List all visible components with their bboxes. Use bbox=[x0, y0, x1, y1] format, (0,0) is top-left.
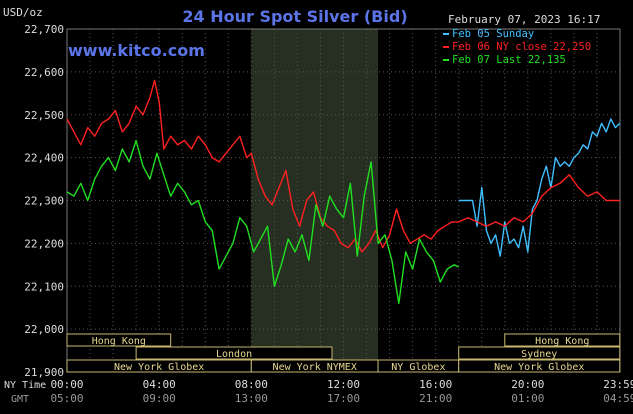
market-session-label: London bbox=[216, 349, 252, 360]
chart-title: 24 Hour Spot Silver (Bid) bbox=[182, 7, 407, 26]
y-tick-label: 22,400 bbox=[24, 152, 64, 165]
legend-entry: Feb 05 Sunday bbox=[452, 28, 534, 40]
x-tick-label-ny: 16:00 bbox=[419, 378, 452, 391]
market-session-label: Hong Kong bbox=[92, 336, 146, 347]
market-session-label: Hong Kong bbox=[535, 336, 589, 347]
y-axis-ticks: 22,700 22,600 22,500 22,400 22,300 22,200 22,1… bbox=[24, 23, 64, 379]
y-tick-label: 22,200 bbox=[24, 237, 64, 250]
grid-lines bbox=[66, 28, 621, 373]
series-line bbox=[458, 118, 621, 257]
series-line bbox=[66, 79, 620, 253]
market-session-label: NY Globex bbox=[391, 362, 445, 373]
x-tick-label-gmt: 05:00 bbox=[50, 392, 83, 405]
y-tick-label: 22,000 bbox=[24, 323, 64, 336]
market-session-box bbox=[504, 333, 621, 347]
y-tick-label: 21,900 bbox=[24, 366, 64, 379]
legend-entry: Feb 07 Last 22,135 bbox=[452, 54, 566, 66]
y-tick-label: 22,300 bbox=[24, 195, 64, 208]
ny-time-row-label: NY Time bbox=[4, 380, 46, 391]
market-session-box bbox=[458, 359, 621, 373]
x-tick-label-ny: 04:00 bbox=[143, 378, 176, 391]
x-tick-label-ny: 23:59 bbox=[603, 378, 633, 391]
kitco-watermark: www.kitco.com bbox=[68, 41, 205, 60]
y-tick-label: 22,600 bbox=[24, 66, 64, 79]
chart-timestamp: February 07, 2023 16:17 bbox=[448, 13, 600, 26]
x-axis-ticks: 00:00 04:00 08:00 12:00 16:00 20:00 23:59 05:00… bbox=[50, 378, 633, 405]
market-sessions: Hong Kong London New York Globex New York N… bbox=[66, 333, 621, 373]
market-session-label: New York NYMEX bbox=[273, 362, 357, 373]
market-session-label: New York Globex bbox=[114, 362, 204, 373]
market-session-box bbox=[66, 333, 172, 347]
y-axis-label: USD/oz bbox=[3, 6, 43, 19]
market-session-box bbox=[458, 346, 621, 360]
legend-entry: Feb 06 NY close 22,250 bbox=[452, 41, 591, 53]
x-tick-label-ny: 12:00 bbox=[327, 378, 360, 391]
x-tick-label-ny: 08:00 bbox=[235, 378, 268, 391]
x-tick-label-ny: 00:00 bbox=[50, 378, 83, 391]
market-session-label: New York Globex bbox=[494, 362, 584, 373]
y-tick-label: 22,700 bbox=[24, 23, 64, 36]
x-tick-label-gmt: 17:00 bbox=[327, 392, 360, 405]
x-tick-label-gmt: 01:00 bbox=[511, 392, 544, 405]
nymex-session-shade bbox=[251, 29, 379, 372]
gmt-row-label: GMT bbox=[11, 394, 29, 405]
x-tick-label-ny: 20:00 bbox=[511, 378, 544, 391]
market-session-box bbox=[135, 346, 333, 360]
x-tick-label-gmt: 04:59 bbox=[603, 392, 633, 405]
y-tick-label: 22,100 bbox=[24, 280, 64, 293]
series-lines bbox=[66, 79, 621, 305]
x-tick-label-gmt: 21:00 bbox=[419, 392, 452, 405]
x-tick-label-gmt: 09:00 bbox=[143, 392, 176, 405]
y-tick-label: 22,500 bbox=[24, 109, 64, 122]
series-line bbox=[66, 139, 460, 305]
x-tick-label-gmt: 13:00 bbox=[235, 392, 268, 405]
market-session-label: Sydney bbox=[521, 349, 557, 360]
